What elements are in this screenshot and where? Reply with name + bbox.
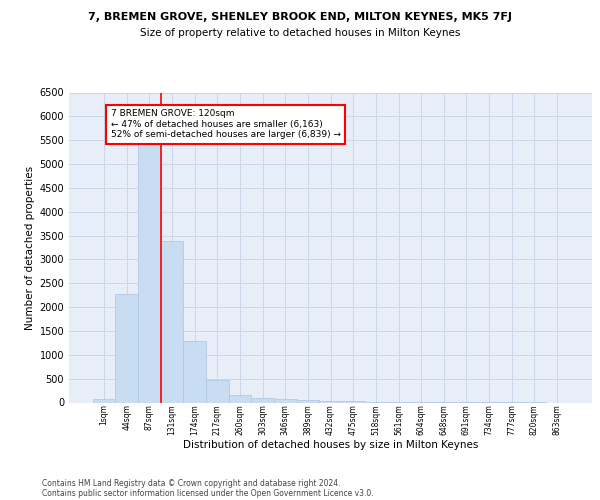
Bar	[161, 242, 184, 402]
Bar	[115, 294, 138, 403]
Bar	[184, 341, 206, 402]
Bar	[274, 399, 296, 402]
X-axis label: Distribution of detached houses by size in Milton Keynes: Distribution of detached houses by size …	[183, 440, 478, 450]
Y-axis label: Number of detached properties: Number of detached properties	[25, 166, 35, 330]
Text: 7, BREMEN GROVE, SHENLEY BROOK END, MILTON KEYNES, MK5 7FJ: 7, BREMEN GROVE, SHENLEY BROOK END, MILT…	[88, 12, 512, 22]
Text: Contains public sector information licensed under the Open Government Licence v3: Contains public sector information licen…	[42, 488, 374, 498]
Text: Contains HM Land Registry data © Crown copyright and database right 2024.: Contains HM Land Registry data © Crown c…	[42, 478, 341, 488]
Bar	[229, 394, 251, 402]
Text: Size of property relative to detached houses in Milton Keynes: Size of property relative to detached ho…	[140, 28, 460, 38]
Bar	[251, 398, 274, 402]
Bar	[319, 401, 342, 402]
Bar	[206, 380, 229, 402]
Bar	[138, 144, 161, 402]
Bar	[296, 400, 319, 402]
Text: 7 BREMEN GROVE: 120sqm
← 47% of detached houses are smaller (6,163)
52% of semi-: 7 BREMEN GROVE: 120sqm ← 47% of detached…	[111, 109, 341, 139]
Bar	[93, 399, 115, 402]
